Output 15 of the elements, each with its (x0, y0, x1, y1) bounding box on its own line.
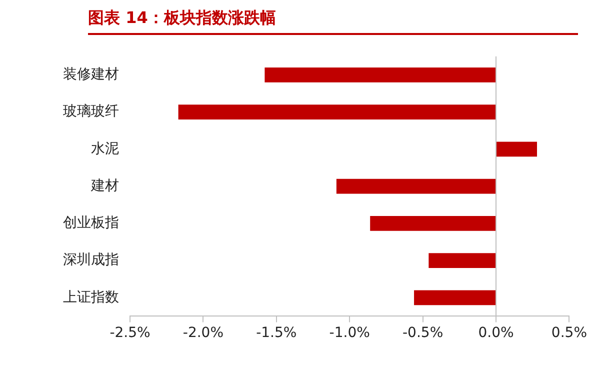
x-tick-label: -0.5% (402, 325, 444, 342)
y-tick-label: 水泥 (91, 140, 119, 157)
y-tick-label: 深圳成指 (63, 252, 119, 268)
x-tick-label: -2.0% (182, 325, 224, 342)
x-tick-label: -2.5% (110, 325, 150, 342)
x-tick-label: -1.0% (329, 325, 370, 342)
y-tick-label: 创业板指 (63, 215, 119, 232)
x-tick-label: -1.5% (256, 325, 297, 342)
y-tick-label: 上证指数 (63, 289, 119, 306)
y-tick-label: 玻璃玻纤 (63, 104, 119, 120)
y-tick-label: 装修建材 (63, 66, 119, 83)
x-tick-label: 0.0% (478, 325, 514, 342)
y-tick-label: 建材 (90, 178, 119, 194)
chart-title: 图表 14：板块指数涨跌幅 (88, 8, 578, 35)
x-tick-label: 0.5% (551, 325, 588, 342)
